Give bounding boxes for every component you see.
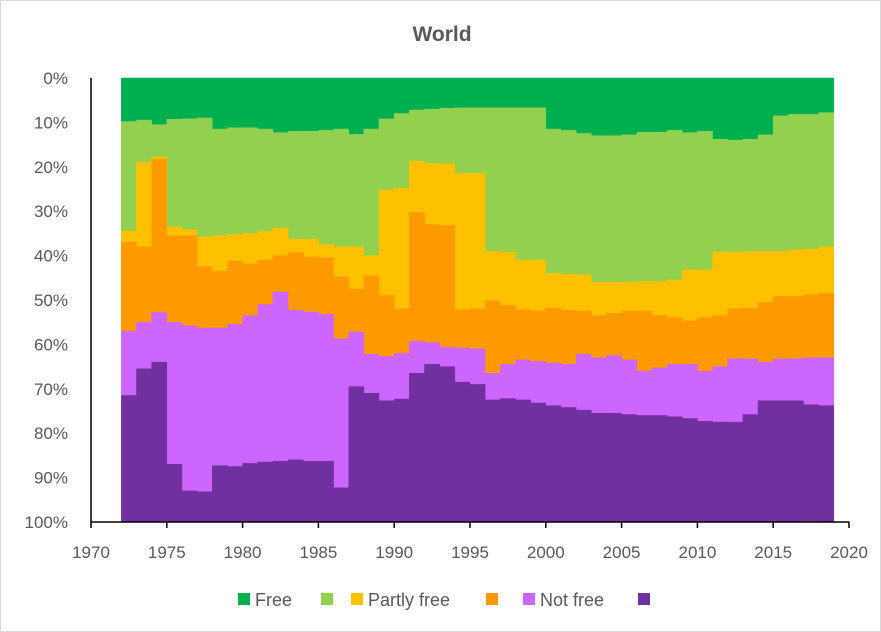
x-tick-label: 1990 [375,543,413,562]
legend-label-0: Free [255,590,292,610]
x-tick-label: 2015 [754,543,792,562]
y-tick-label: 20% [34,158,68,177]
y-tick-label: 50% [34,291,68,310]
y-tick-label: 100% [25,513,68,532]
legend-label-4: Not free [540,590,604,610]
y-tick-label: 30% [34,202,68,221]
x-tick-label: 1970 [72,543,110,562]
x-tick-label: 1985 [299,543,337,562]
plot-areas [121,77,835,523]
legend-swatch-0 [238,593,250,605]
x-tick-label: 2010 [678,543,716,562]
y-tick-label: 90% [34,469,68,488]
y-tick-label: 10% [34,113,68,132]
legend-swatch-5 [638,593,650,605]
legend-label-2: Partly free [368,590,450,610]
y-tick-label: 80% [34,424,68,443]
x-tick-label: 2005 [603,543,641,562]
legend: Free Partly free Not free [238,590,650,610]
y-tick-label: 0% [43,69,68,88]
chart-title: World [412,23,471,46]
x-tick-label: 1975 [148,543,186,562]
legend-swatch-2 [351,593,363,605]
y-tick-label: 40% [34,247,68,266]
x-tick-label: 2000 [527,543,565,562]
x-tick-label: 1995 [451,543,489,562]
legend-swatch-1 [321,593,333,605]
axes: 0% 10% 20% 30% 40% 50% 60% 70% 80% 90% 100%1970 197… [25,69,868,562]
y-tick-label: 70% [34,380,68,399]
legend-swatch-4 [523,593,535,605]
x-tick-label: 2020 [830,543,868,562]
x-tick-label: 1980 [224,543,262,562]
y-tick-label: 60% [34,335,68,354]
legend-swatch-3 [486,593,498,605]
